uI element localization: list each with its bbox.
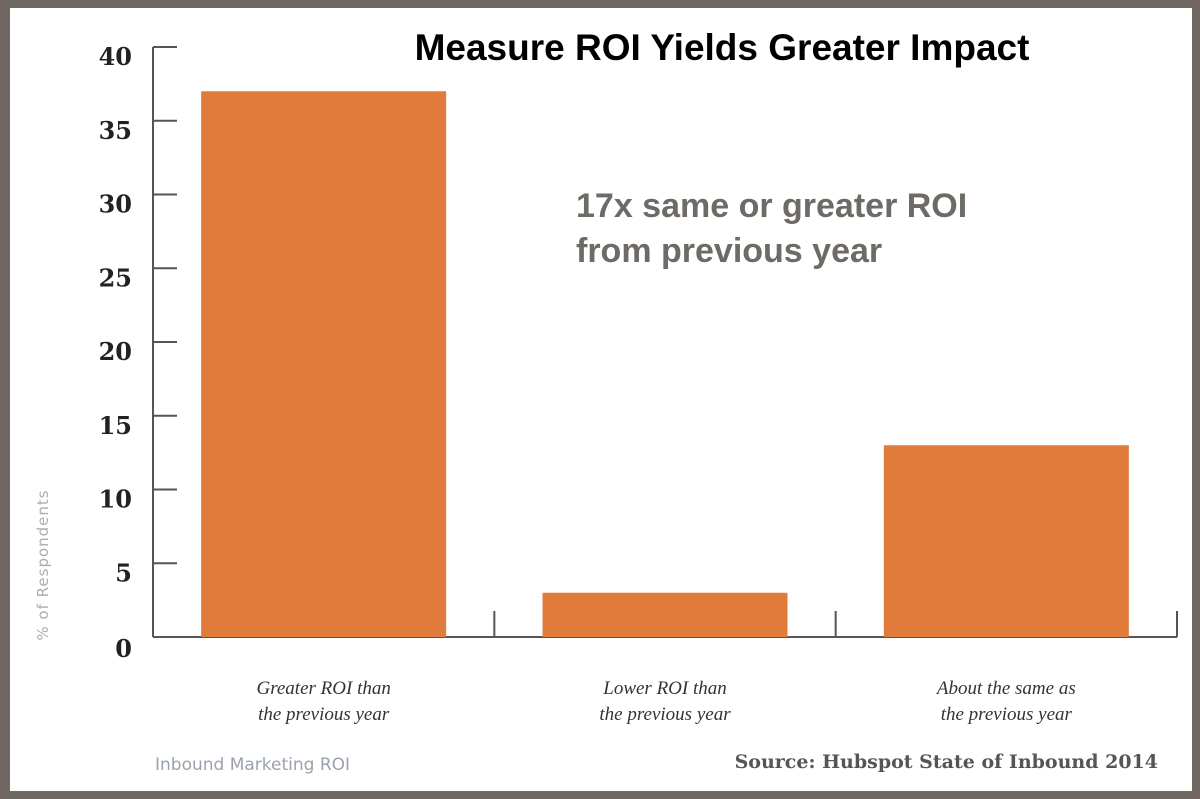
y-tick-label: 20 xyxy=(99,337,132,366)
y-tick-label: 15 xyxy=(99,411,132,440)
chart-title: Measure ROI Yields Greater Impact xyxy=(415,27,1030,68)
bar xyxy=(201,91,447,637)
y-tick-label: 30 xyxy=(99,190,132,219)
x-category-label: Lower ROI than xyxy=(602,678,727,699)
footer-label: Inbound Marketing ROI xyxy=(155,755,350,775)
y-tick-label: 0 xyxy=(115,634,132,663)
x-category-label: the previous year xyxy=(599,704,731,725)
y-tick-label: 10 xyxy=(99,485,132,514)
y-axis-label: % of Respondents xyxy=(34,489,52,640)
x-category-label: the previous year xyxy=(258,704,390,725)
y-tick-label: 35 xyxy=(99,116,132,145)
y-tick-label: 5 xyxy=(115,558,132,587)
bar xyxy=(883,445,1129,637)
y-tick-label: 40 xyxy=(99,42,132,71)
annotation-line-1: 17x same or greater ROI xyxy=(576,187,967,225)
x-category-label: Greater ROI than xyxy=(256,678,390,699)
annotation-line-2: from previous year xyxy=(576,232,882,270)
x-category-label: About the same as xyxy=(935,678,1076,699)
bar xyxy=(542,592,788,637)
y-tick-label: 25 xyxy=(99,263,132,292)
x-category-label: the previous year xyxy=(941,704,1073,725)
source-label: Source: Hubspot State of Inbound 2014 xyxy=(735,751,1158,773)
